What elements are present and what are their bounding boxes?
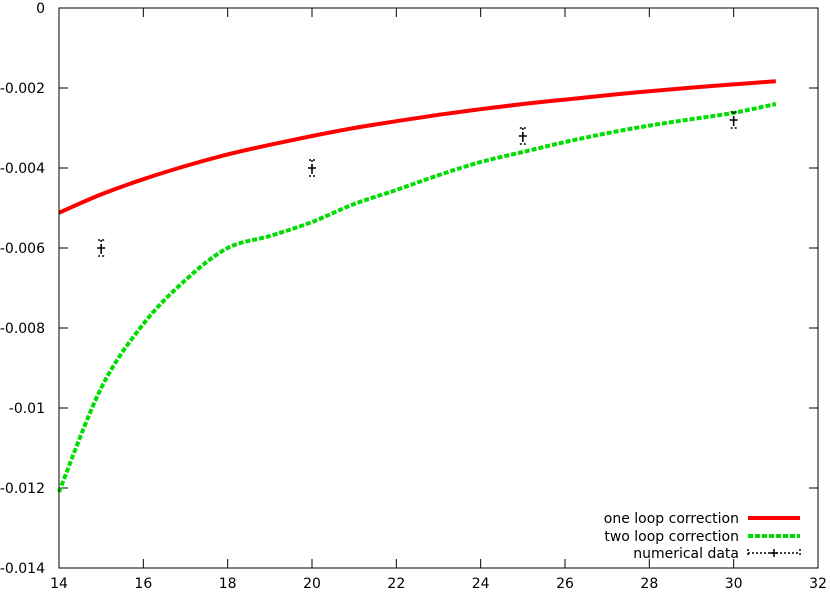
data-point [308,159,316,177]
two-loop-correction-curve [57,102,777,493]
y-tick-label: -0.002 [0,81,45,97]
legend-label: numerical data [633,546,739,562]
legend-label: two loop correction [604,529,739,545]
data-point [729,111,738,129]
y-tick-label: -0.008 [0,321,45,337]
y-tick-label: -0.01 [9,401,45,417]
x-tick-label: 24 [472,576,490,592]
one-loop-correction-curve [58,79,776,215]
x-tick-label: 18 [219,576,237,592]
x-tick-label: 20 [303,576,321,592]
y-tick-label: -0.014 [0,561,45,577]
axis-ticks [58,7,819,569]
x-tick-label: 30 [725,576,743,592]
y-tick-label: -0.012 [0,481,45,497]
x-tick-label: 32 [809,576,827,592]
data-point [97,239,106,257]
legend-label: one loop correction [604,511,739,527]
legend: one loop correction two loop correctionnu… [604,511,801,562]
y-tick-label: -0.006 [0,241,45,257]
x-tick-label: 16 [134,576,152,592]
x-tick-label: 22 [387,576,405,592]
legend-item: numerical data [633,546,801,562]
x-tick-label: 26 [556,576,574,592]
legend-item: one loop correction [604,511,800,527]
x-tick-label: 28 [640,576,658,592]
plot-frame [58,7,819,569]
legend-item: two loop correction [604,529,800,545]
y-tick-label: -0.004 [0,161,45,177]
series-layer [57,79,777,493]
x-tick-label: 14 [50,576,68,592]
y-tick-label: 0 [36,1,45,17]
data-point [518,127,527,145]
